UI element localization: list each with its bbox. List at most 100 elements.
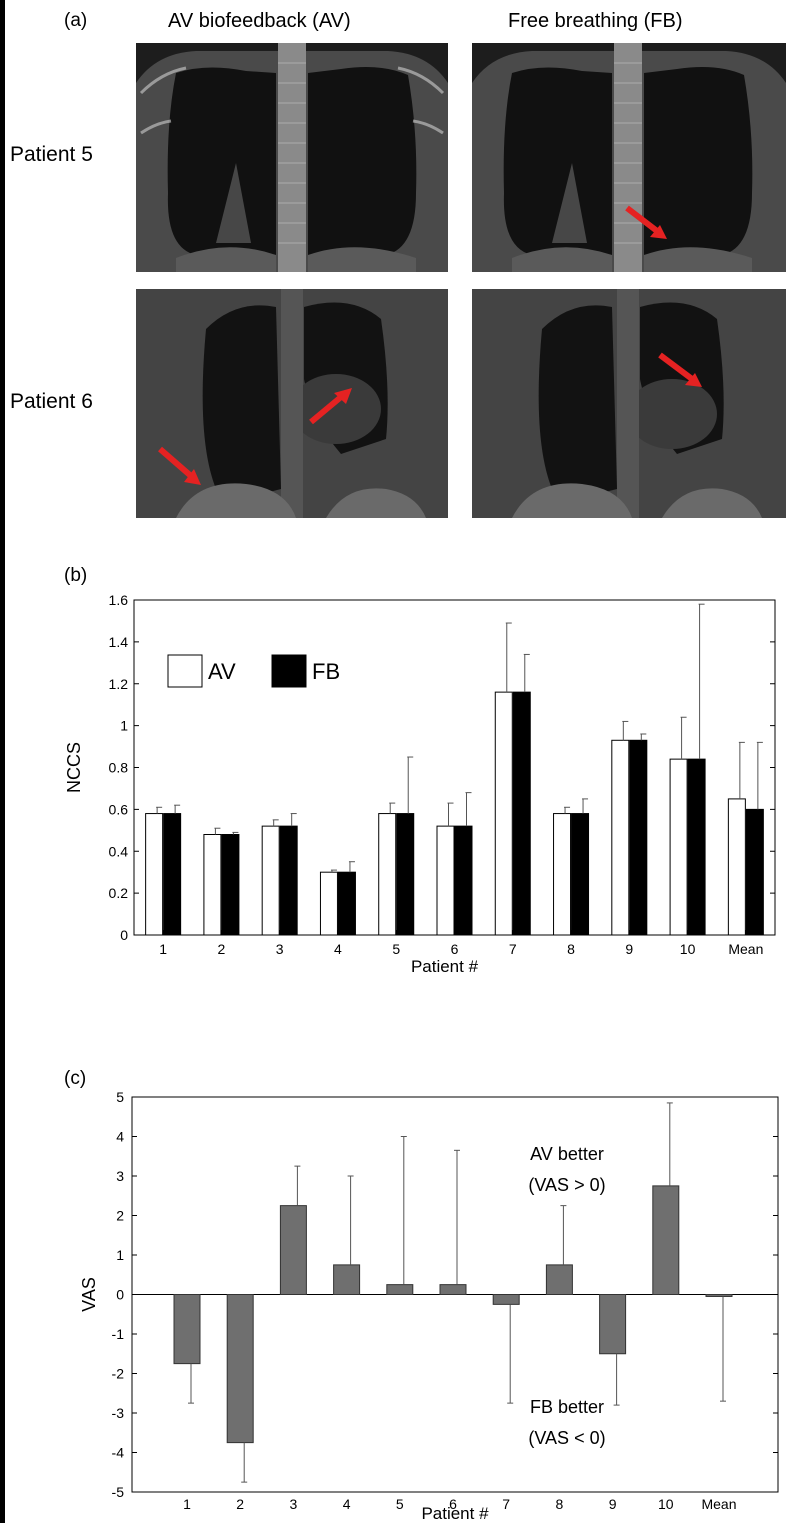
y-tick-label: 0 <box>116 1287 124 1303</box>
red-arrow-icon <box>309 388 352 425</box>
bar-av-7 <box>494 691 513 936</box>
y-tick-label: 3 <box>116 1168 124 1184</box>
ct-image-patient5-av <box>136 43 448 272</box>
x-tick-label: Mean <box>728 941 763 957</box>
x-tick-label: 6 <box>451 941 459 957</box>
x-tick-label: 3 <box>290 1496 298 1512</box>
panel-b-label: (b) <box>64 565 88 586</box>
x-axis-label: Patient # <box>411 957 479 976</box>
y-tick-label: 1.4 <box>109 634 129 650</box>
x-tick-label: 2 <box>236 1496 244 1512</box>
bar-fb-2 <box>221 834 240 936</box>
y-tick-label: 1 <box>116 1247 124 1263</box>
x-tick-label: 9 <box>609 1496 617 1512</box>
legend-label-fb: FB <box>312 659 340 684</box>
x-tick-label: 8 <box>556 1496 564 1512</box>
legend-swatch-av <box>167 654 203 688</box>
bar-fb-8 <box>571 813 590 936</box>
x-tick-label: 4 <box>343 1496 351 1512</box>
annotation-av-better: AV better <box>530 1144 604 1164</box>
y-axis-label: NCCS <box>64 742 84 793</box>
bar-fb-1 <box>163 813 182 936</box>
bar-vas-9 <box>599 1294 627 1355</box>
y-tick-label: -5 <box>112 1484 125 1500</box>
y-tick-label: -4 <box>112 1445 125 1461</box>
bar-vas-5 <box>386 1284 414 1295</box>
x-tick-label: 1 <box>183 1496 191 1512</box>
legend-label-av: AV <box>208 659 236 684</box>
y-tick-label: 2 <box>116 1208 124 1224</box>
bar-vas-10 <box>652 1185 680 1295</box>
column-header-fb: Free breathing (FB) <box>508 10 683 32</box>
x-tick-label: 8 <box>567 941 575 957</box>
y-tick-label: 1 <box>120 718 128 734</box>
x-tick-label: Mean <box>701 1496 736 1512</box>
bar-vas-6 <box>439 1284 467 1295</box>
ct-image-patient5-fb <box>472 43 786 272</box>
bar-av-8 <box>553 813 572 936</box>
red-arrow-icon <box>658 352 702 387</box>
bar-fb-10 <box>687 758 706 936</box>
bar-fb-4 <box>337 871 356 936</box>
y-tick-label: 5 <box>116 1089 124 1105</box>
x-tick-label: 5 <box>396 1496 404 1512</box>
y-tick-label: -1 <box>112 1326 125 1342</box>
bar-av-1 <box>145 813 164 936</box>
annotation-fb-better: FB better <box>530 1397 604 1417</box>
annotation-vas-gt-0: (VAS > 0) <box>528 1175 605 1195</box>
bar-fb-9 <box>629 739 648 936</box>
row-label-patient-5: Patient 5 <box>10 143 93 166</box>
bar-vas-mean <box>705 1294 733 1297</box>
ct-image-patient6-fb <box>472 289 786 518</box>
x-tick-label: 3 <box>276 941 284 957</box>
ct-image-patient6-av <box>136 289 448 518</box>
x-tick-label: 10 <box>658 1496 674 1512</box>
x-axis-label: Patient # <box>421 1504 489 1523</box>
bar-av-4 <box>319 871 338 936</box>
panel-a-label: (a) <box>64 10 88 31</box>
y-tick-label: 0.2 <box>109 885 129 901</box>
y-tick-label: 0.8 <box>109 760 129 776</box>
x-tick-label: 5 <box>392 941 400 957</box>
y-tick-label: 1.2 <box>109 676 129 692</box>
bar-av-9 <box>611 739 630 936</box>
red-arrow-icon <box>625 205 667 239</box>
bar-vas-7 <box>492 1294 520 1305</box>
panel-c-label: (c) <box>64 1068 87 1089</box>
y-axis-label: VAS <box>79 1277 99 1312</box>
row-label-patient-6: Patient 6 <box>10 390 93 413</box>
annotation-vas-lt-0: (VAS < 0) <box>528 1428 605 1448</box>
bar-vas-4 <box>333 1264 361 1295</box>
y-tick-label: 1.6 <box>109 592 129 608</box>
bar-vas-2 <box>226 1294 254 1444</box>
y-tick-label: 0 <box>120 927 128 943</box>
bar-av-3 <box>261 825 280 936</box>
bar-av-6 <box>436 825 455 936</box>
y-tick-label: -3 <box>112 1405 125 1421</box>
x-tick-label: 9 <box>625 941 633 957</box>
bar-vas-3 <box>279 1205 307 1295</box>
bar-fb-3 <box>279 825 298 936</box>
bar-fb-5 <box>396 813 415 936</box>
bar-av-5 <box>378 813 397 936</box>
x-tick-label: 6 <box>449 1496 457 1512</box>
bar-vas-1 <box>173 1294 201 1365</box>
y-tick-label: -2 <box>112 1366 125 1382</box>
y-tick-label: 4 <box>116 1129 124 1145</box>
bar-av-2 <box>203 834 222 936</box>
y-tick-label: 0.4 <box>109 843 129 859</box>
y-tick-label: 0.6 <box>109 801 129 817</box>
bar-fb-6 <box>454 825 473 936</box>
x-tick-label: 2 <box>218 941 226 957</box>
bar-vas-8 <box>545 1264 573 1295</box>
bar-fb-mean <box>745 808 764 936</box>
bar-av-10 <box>669 758 688 936</box>
legend-swatch-fb <box>271 654 307 688</box>
x-tick-label: 7 <box>502 1496 510 1512</box>
bar-av-mean <box>727 798 746 936</box>
x-tick-label: 7 <box>509 941 517 957</box>
x-tick-label: 10 <box>680 941 696 957</box>
